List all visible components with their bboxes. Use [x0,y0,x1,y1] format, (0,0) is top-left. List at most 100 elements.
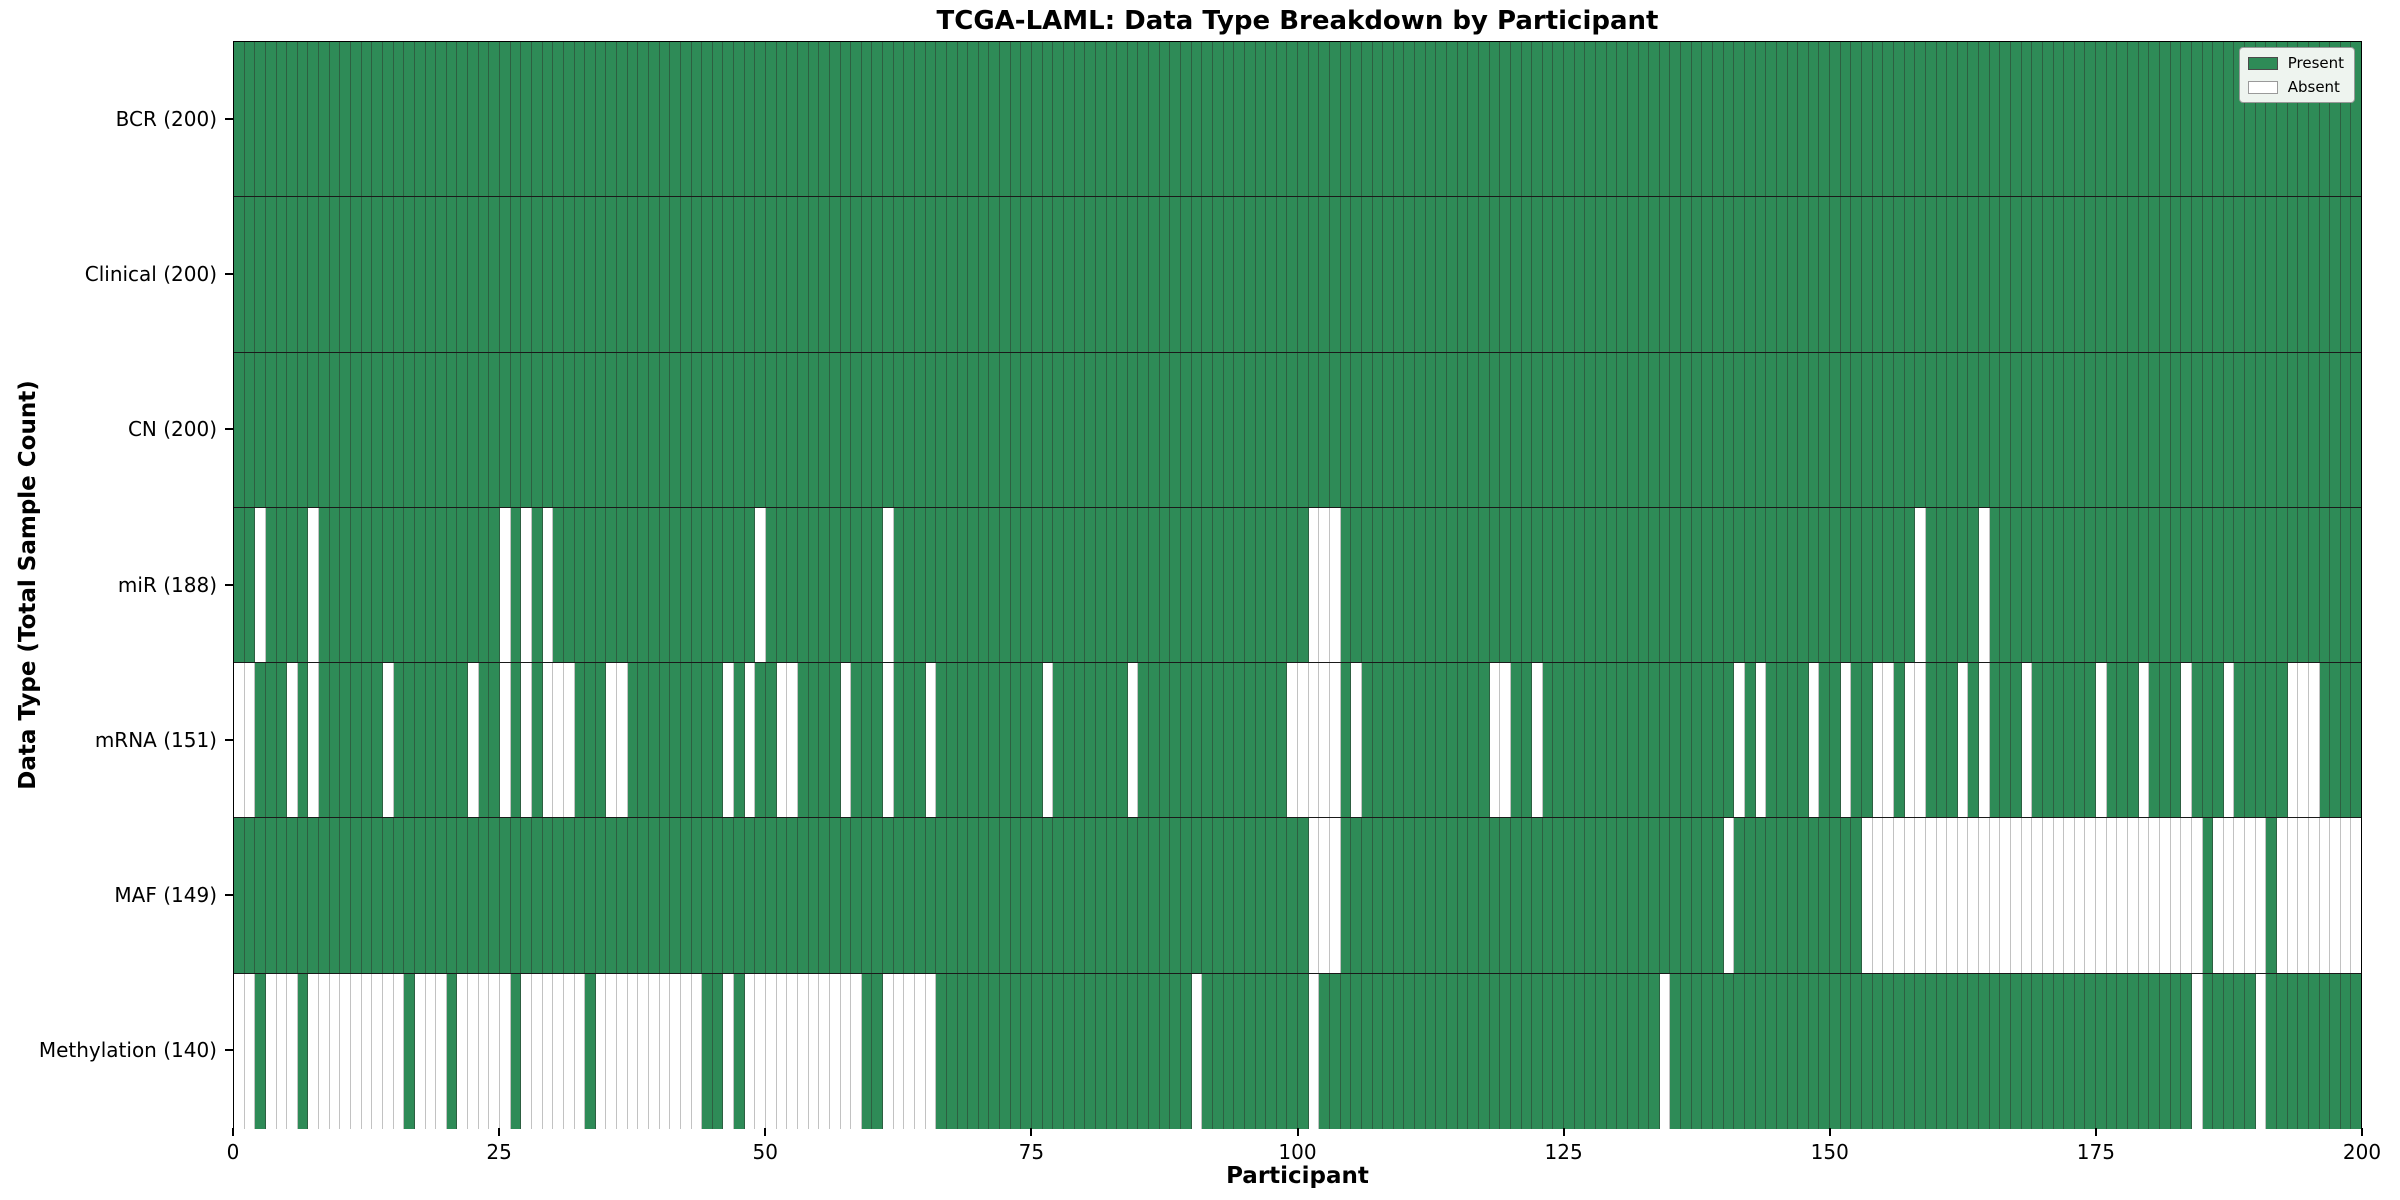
heatmap-cell [1181,973,1192,1129]
heatmap-cell [574,507,586,663]
heatmap-cell [234,507,245,663]
heatmap-cell [1383,507,1394,663]
heatmap-cell [606,507,618,663]
heatmap-cell [1415,42,1426,197]
heatmap-cell [659,352,671,507]
heatmap-cell [1989,663,2001,818]
heatmap-cell [234,663,245,818]
heatmap-cell [1063,973,1075,1129]
heatmap-cell [1181,663,1192,818]
heatmap-cell [606,973,618,1129]
heatmap-cell [1808,973,1820,1129]
heatmap-cell [2223,507,2235,663]
heatmap-cell [691,42,703,197]
heatmap-cell [2085,663,2097,818]
heatmap-cell [1000,973,1011,1129]
heatmap-cell [2330,507,2341,663]
heatmap-cell [1191,663,1203,818]
heatmap-cell [1723,973,1735,1129]
heatmap-cell [1447,42,1458,197]
heatmap-cell [531,818,543,973]
heatmap-cell [2128,973,2139,1129]
heatmap-cell [1276,507,1288,663]
heatmap-cell [542,663,554,818]
heatmap-cell [1893,663,1905,818]
heatmap-cell [2319,818,2331,973]
heatmap-cell [563,507,575,663]
heatmap-cell [2191,352,2203,507]
heatmap-cell [1372,973,1384,1129]
heatmap-cell [2202,973,2214,1129]
heatmap-cell [1149,973,1160,1129]
x-axis-label: Participant [1226,1163,1369,1189]
heatmap-cell [670,197,681,352]
heatmap-cell [1606,42,1618,197]
heatmap-cell [489,42,501,197]
heatmap-cell [1074,973,1086,1129]
heatmap-cell [1649,507,1660,663]
heatmap-cell [1340,818,1352,973]
heatmap-cell [1053,663,1064,818]
heatmap-cell [500,663,511,818]
heatmap-cell [1191,352,1203,507]
heatmap-cell [1521,507,1533,663]
heatmap-cell [414,42,426,197]
heatmap-cell [510,973,522,1129]
heatmap-cell [840,818,852,973]
heatmap-cell [234,352,245,507]
heatmap-cell [1404,42,1416,197]
heatmap-cell [2096,352,2107,507]
heatmap-cell [734,352,745,507]
heatmap-cell [915,197,926,352]
heatmap-cell [861,663,873,818]
heatmap-cell [393,197,405,352]
heatmap-cell [382,507,394,663]
heatmap-cell [2319,197,2331,352]
heatmap-cell [1521,663,1533,818]
heatmap-cell [723,42,735,197]
heatmap-cell [1776,42,1788,197]
heatmap-cell [1542,42,1554,197]
heatmap-cell [425,197,437,352]
heatmap-cell [2106,352,2118,507]
heatmap-cell [1074,507,1086,663]
heatmap-cell [2245,663,2256,818]
heatmap-cell [361,507,373,663]
heatmap-cell [1585,973,1596,1129]
heatmap-cell [702,663,713,818]
heatmap-cell [436,973,447,1129]
heatmap-cell [1095,507,1107,663]
heatmap-cell [1744,818,1756,973]
heatmap-cell [2319,973,2331,1129]
heatmap-cell [851,663,862,818]
heatmap-cell [1702,507,1714,663]
heatmap-cell [1883,507,1894,663]
heatmap-cell [1691,507,1703,663]
heatmap-cell [1478,818,1490,973]
heatmap-cell [1308,507,1320,663]
heatmap-cell [617,507,628,663]
heatmap-cell [457,507,469,663]
heatmap-cell [1298,663,1309,818]
heatmap-cell [1574,352,1586,507]
heatmap-cell [1319,973,1330,1129]
heatmap-cell [531,973,543,1129]
heatmap-cell [1340,973,1352,1129]
heatmap-cell [1404,663,1416,818]
heatmap-cell [723,197,735,352]
heatmap-cell [2255,42,2267,197]
y-tick-mark [225,428,233,431]
heatmap-cell [734,818,745,973]
heatmap-cell [617,352,628,507]
heatmap-cell [2181,973,2192,1129]
heatmap-cell [915,42,926,197]
heatmap-cell [1127,818,1139,973]
heatmap-cell [712,663,724,818]
heatmap-cell [1979,507,1990,663]
heatmap-cell [563,352,575,507]
heatmap-cell [563,197,575,352]
heatmap-cell [2298,818,2309,973]
heatmap-cell [1968,663,1980,818]
heatmap-cell [1957,197,1969,352]
heatmap-cell [1234,818,1245,973]
